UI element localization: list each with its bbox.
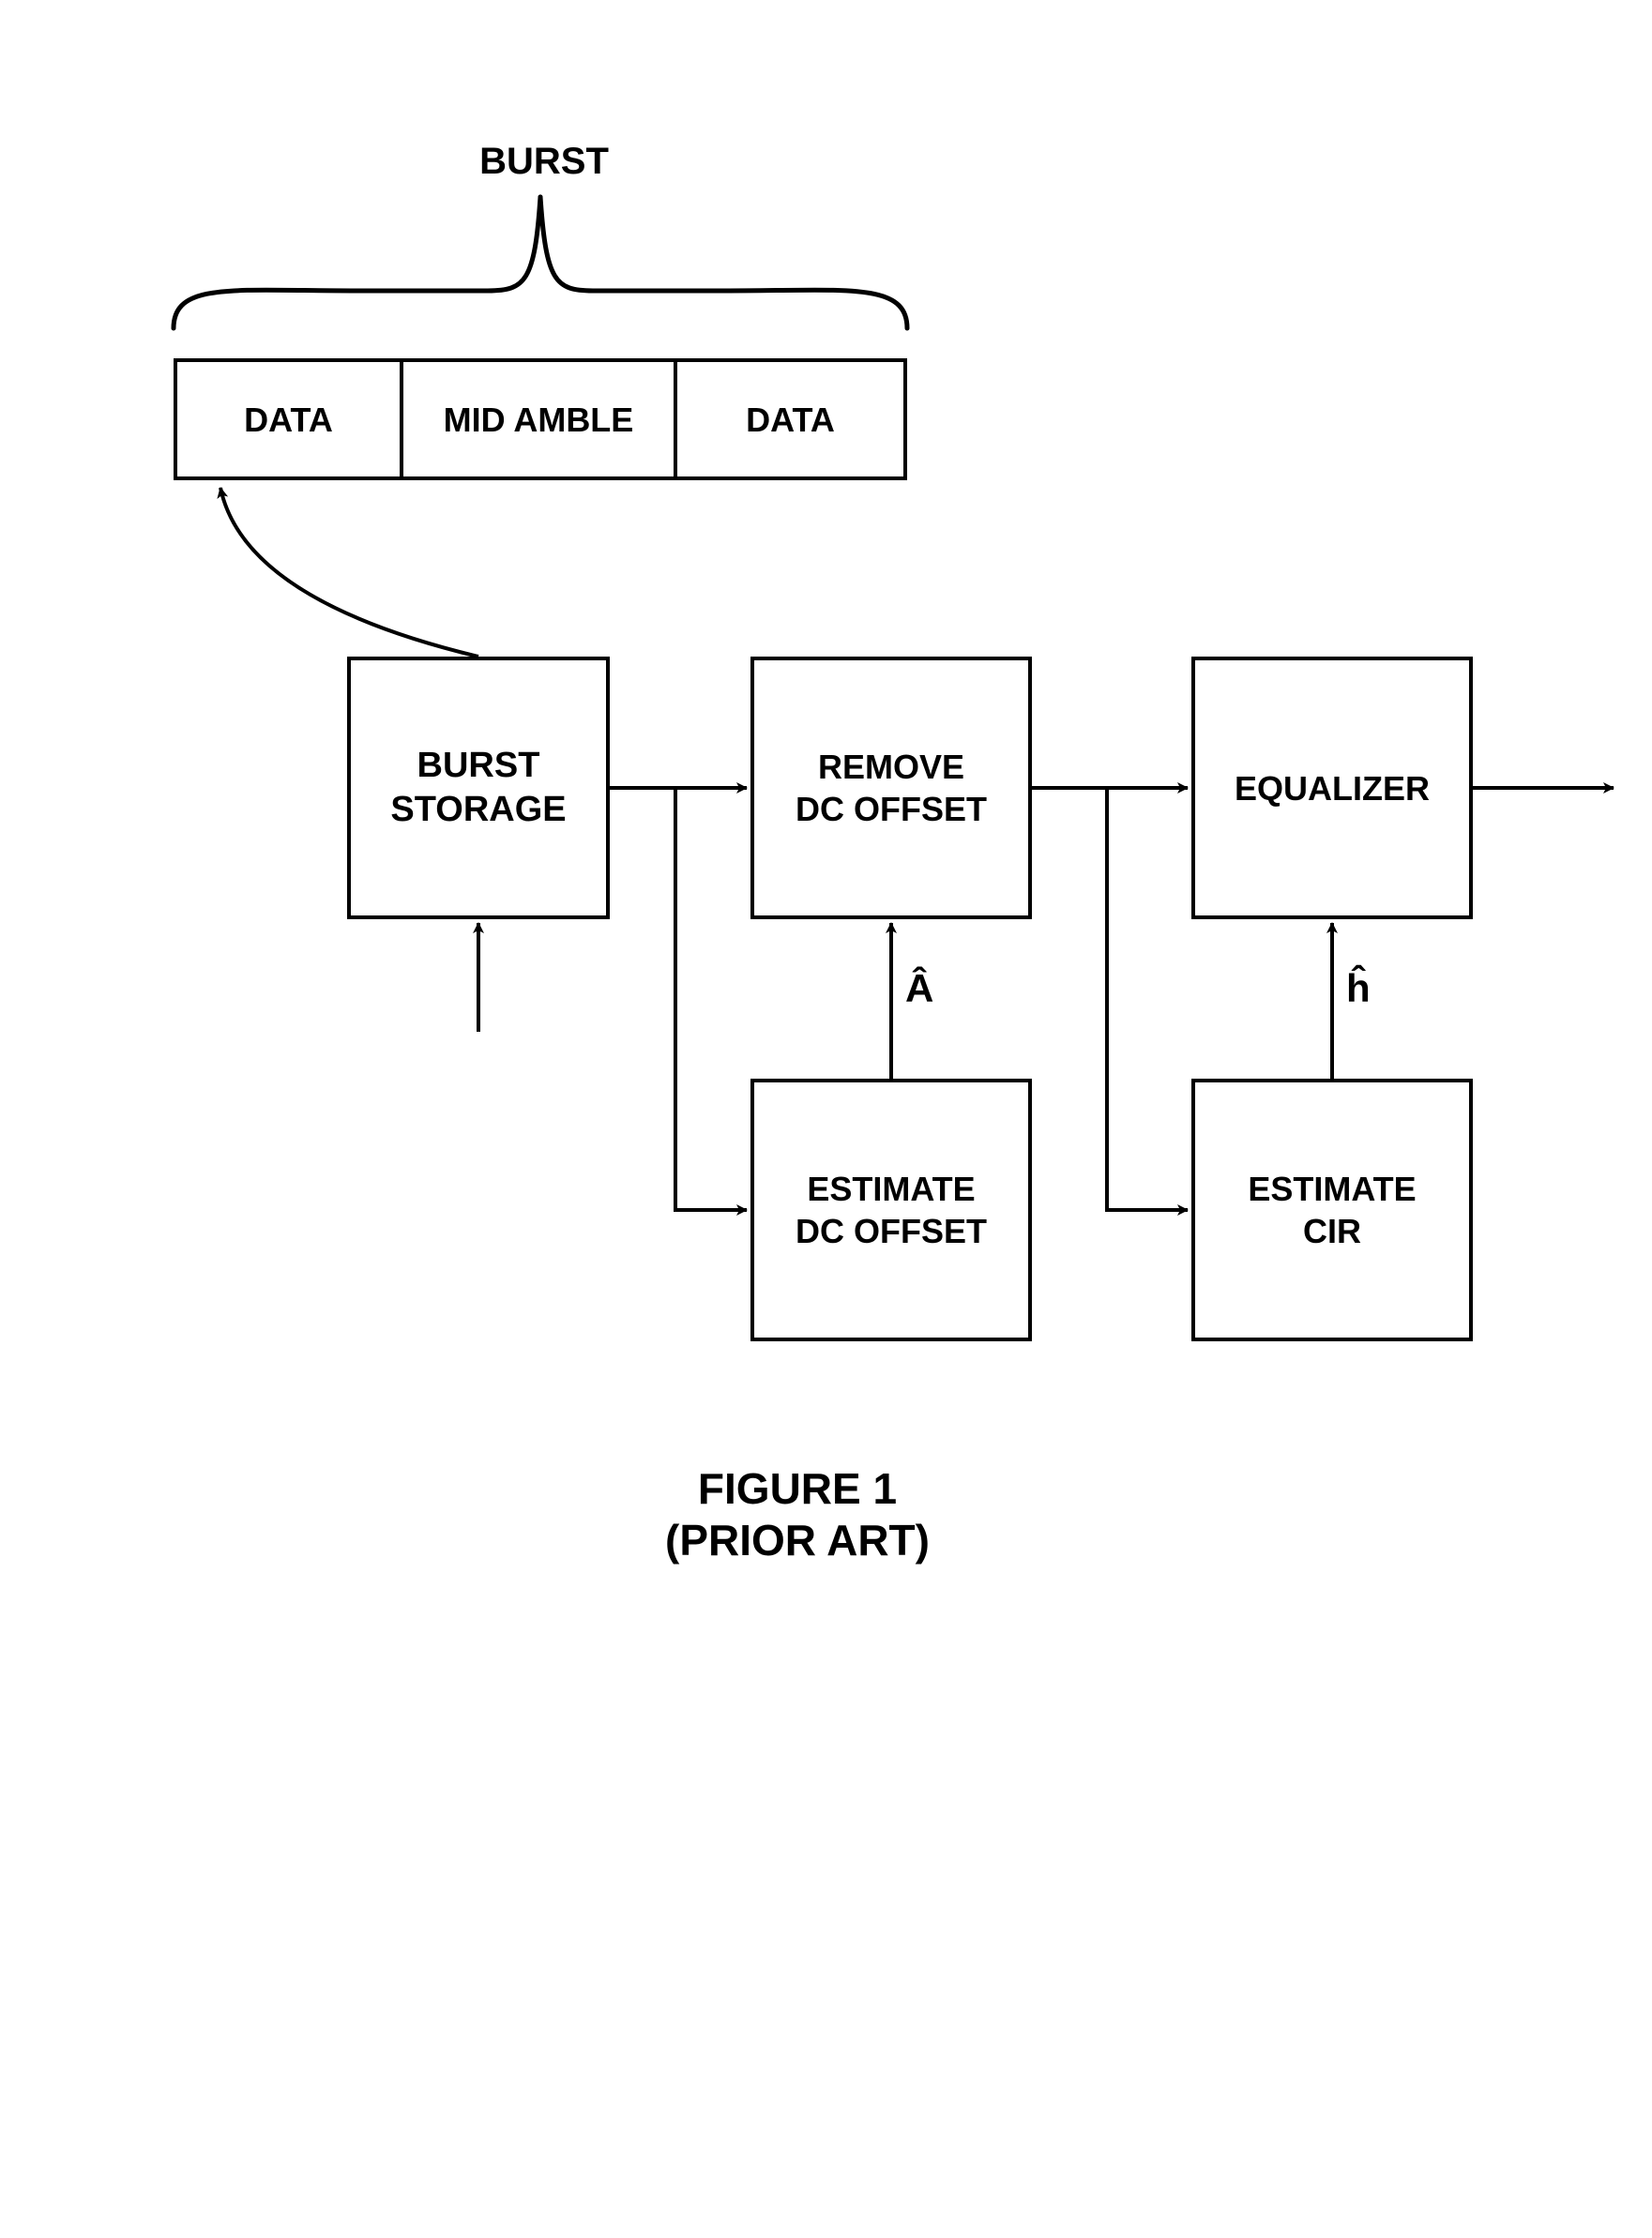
diagram-canvas: BURST DATA MID AMBLE DATA BURST STORAGE … — [0, 0, 1652, 2238]
node-burst-storage: BURST STORAGE — [347, 657, 610, 919]
node-equalizer: EQUALIZER — [1191, 657, 1473, 919]
burst-title: BURST — [450, 141, 638, 183]
node-label: BURST STORAGE — [390, 744, 566, 833]
pointer-curve — [220, 488, 478, 657]
node-label: EQUALIZER — [1235, 767, 1430, 809]
node-estimate-dc-offset: ESTIMATE DC OFFSET — [750, 1079, 1032, 1341]
node-label: ESTIMATE CIR — [1248, 1168, 1416, 1252]
cell-label: DATA — [244, 399, 333, 441]
edge-branch-to-estimatedc — [675, 788, 747, 1210]
burst-cell-mid-amble: MID AMBLE — [403, 358, 677, 480]
figure-caption: FIGURE 1 (PRIOR ART) — [563, 1463, 1032, 1566]
node-label: REMOVE DC OFFSET — [796, 746, 987, 830]
burst-cell-data-right: DATA — [677, 358, 907, 480]
cell-label: MID AMBLE — [444, 399, 634, 441]
node-estimate-cir: ESTIMATE CIR — [1191, 1079, 1473, 1341]
edge-label-h-hat: ĥ — [1346, 966, 1371, 1011]
node-label: ESTIMATE DC OFFSET — [796, 1168, 987, 1252]
caption-line-1: FIGURE 1 — [563, 1463, 1032, 1515]
cell-label: DATA — [746, 399, 835, 441]
burst-cell-data-left: DATA — [174, 358, 403, 480]
edge-label-a-hat: Â — [905, 966, 933, 1011]
edge-branch-to-estimatecir — [1107, 788, 1188, 1210]
brace-icon — [174, 197, 907, 328]
node-remove-dc-offset: REMOVE DC OFFSET — [750, 657, 1032, 919]
caption-line-2: (PRIOR ART) — [563, 1515, 1032, 1566]
